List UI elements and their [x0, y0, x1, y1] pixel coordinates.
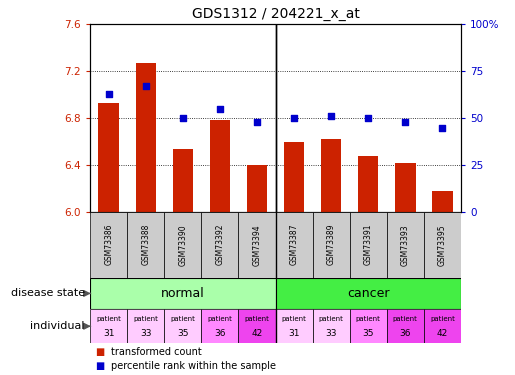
Text: GSM73390: GSM73390	[178, 224, 187, 266]
Text: cancer: cancer	[347, 287, 389, 300]
Bar	[424, 212, 461, 278]
Bar	[313, 309, 350, 343]
Point	[327, 113, 335, 119]
Bar	[321, 139, 341, 212]
Text: percentile rank within the sample: percentile rank within the sample	[111, 361, 276, 371]
Text: 42: 42	[437, 329, 448, 338]
Title: GDS1312 / 204221_x_at: GDS1312 / 204221_x_at	[192, 7, 359, 21]
Bar	[127, 309, 164, 343]
Text: individual: individual	[30, 321, 85, 331]
Bar	[210, 120, 230, 212]
Bar	[350, 212, 387, 278]
Bar	[387, 212, 424, 278]
Bar	[387, 309, 424, 343]
Bar	[424, 309, 461, 343]
Text: GSM73393: GSM73393	[401, 224, 410, 266]
Text: GSM73391: GSM73391	[364, 224, 373, 266]
Text: transformed count: transformed count	[111, 347, 201, 357]
Text: 31: 31	[103, 329, 114, 338]
Text: patient: patient	[133, 316, 158, 322]
Bar	[201, 212, 238, 278]
Bar	[164, 212, 201, 278]
Bar	[284, 142, 304, 212]
Point	[142, 83, 150, 89]
Point	[179, 115, 187, 121]
Bar	[98, 103, 119, 212]
Text: ■: ■	[95, 361, 105, 371]
Bar	[201, 309, 238, 343]
Text: patient: patient	[245, 316, 269, 322]
Bar	[238, 212, 276, 278]
Bar	[350, 309, 387, 343]
Bar	[276, 212, 313, 278]
Bar	[276, 278, 461, 309]
Text: GSM73386: GSM73386	[104, 224, 113, 266]
Text: patient: patient	[319, 316, 344, 322]
Text: 35: 35	[177, 329, 188, 338]
Bar	[90, 212, 127, 278]
Bar	[90, 278, 276, 309]
Point	[216, 106, 224, 112]
Bar	[313, 212, 350, 278]
Text: GSM73394: GSM73394	[252, 224, 262, 266]
Bar	[127, 212, 164, 278]
Text: normal: normal	[161, 287, 204, 300]
Text: patient: patient	[356, 316, 381, 322]
Text: 42: 42	[251, 329, 263, 338]
Text: GSM73392: GSM73392	[215, 224, 225, 266]
Text: patient: patient	[430, 316, 455, 322]
Bar	[247, 165, 267, 212]
Text: 33: 33	[140, 329, 151, 338]
Point	[438, 124, 447, 130]
Point	[253, 119, 261, 125]
Text: GSM73389: GSM73389	[327, 224, 336, 266]
Text: 33: 33	[325, 329, 337, 338]
Point	[105, 91, 113, 97]
Bar	[238, 309, 276, 343]
Bar	[358, 156, 379, 212]
Bar	[164, 309, 201, 343]
Point	[364, 115, 372, 121]
Text: patient: patient	[393, 316, 418, 322]
Text: 36: 36	[214, 329, 226, 338]
Bar	[395, 163, 416, 212]
Bar	[173, 148, 193, 212]
Bar	[90, 309, 127, 343]
Point	[401, 119, 409, 125]
Text: 31: 31	[288, 329, 300, 338]
Text: patient: patient	[282, 316, 306, 322]
Text: patient: patient	[208, 316, 232, 322]
Text: 35: 35	[363, 329, 374, 338]
Text: patient: patient	[170, 316, 195, 322]
Bar	[432, 191, 453, 212]
Text: disease state: disease state	[11, 288, 85, 298]
Text: ■: ■	[95, 347, 105, 357]
Text: GSM73387: GSM73387	[289, 224, 299, 266]
Text: GSM73388: GSM73388	[141, 224, 150, 266]
Point	[290, 115, 298, 121]
Bar	[276, 309, 313, 343]
Bar	[135, 63, 156, 212]
Text: patient: patient	[96, 316, 121, 322]
Text: GSM73395: GSM73395	[438, 224, 447, 266]
Text: 36: 36	[400, 329, 411, 338]
